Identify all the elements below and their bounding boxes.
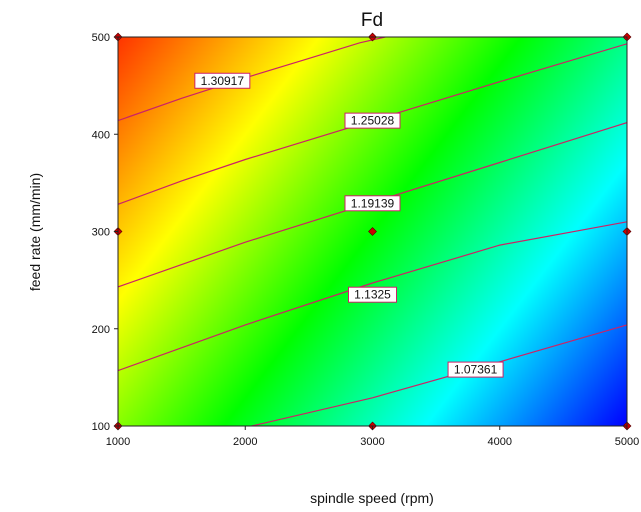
x-axis-label: spindle speed (rpm)	[310, 490, 434, 506]
contour-label-box-0	[194, 72, 251, 89]
contour-label-2: 1.19139	[351, 196, 395, 210]
contour-label-box-1	[344, 112, 401, 129]
contour-label-4: 1.07361	[454, 363, 498, 377]
x-axis: 1000 2000 3000 4000 5000	[106, 426, 639, 448]
y-tick-label-0: 100	[92, 421, 110, 433]
y-tick-label-3: 400	[92, 129, 110, 141]
contour-line-1	[118, 43, 627, 205]
design-point-4	[368, 227, 377, 236]
y-tick-label-2: 300	[92, 227, 110, 239]
contour-labels: 1.30917 1.25028 1.19139 1.1325 1.07361	[194, 72, 504, 378]
contour-line-4	[251, 324, 627, 426]
x-tick-label-3: 4000	[488, 436, 512, 448]
contour-label-1: 1.25028	[351, 114, 395, 128]
x-tick-label-1: 2000	[233, 436, 257, 448]
contour-label-box-2	[344, 195, 401, 212]
contour-label-box-4	[447, 361, 504, 378]
contour-label-box-3	[348, 286, 397, 303]
chart-title: Fd	[361, 10, 383, 31]
contour-line-3	[118, 221, 627, 372]
x-tick-label-4: 5000	[615, 436, 639, 448]
x-tick-label-2: 3000	[360, 436, 384, 448]
y-axis-label: feed rate (mm/min)	[27, 173, 43, 291]
y-tick-label-4: 500	[92, 32, 110, 44]
contour-label-0: 1.30917	[201, 74, 245, 88]
contour-label-3: 1.1325	[354, 288, 391, 302]
y-tick-label-1: 200	[92, 324, 110, 336]
y-axis: 100 200 300 400 500	[92, 32, 118, 433]
x-tick-label-0: 1000	[106, 436, 130, 448]
contour-line-0	[118, 37, 386, 122]
